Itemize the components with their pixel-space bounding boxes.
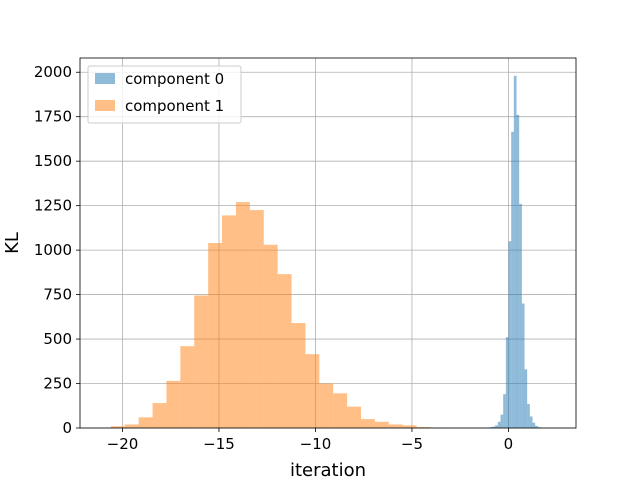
bar-component-1	[291, 323, 306, 428]
bar-component-0	[521, 303, 525, 428]
y-tick-label: 0	[62, 419, 72, 437]
x-axis-ticks: −20 −15 −10 −5 0	[107, 428, 514, 453]
bar-component-0	[537, 427, 541, 428]
bar-component-0	[511, 131, 514, 428]
bar-component-0	[529, 416, 533, 428]
bar-component-0	[535, 425, 538, 428]
bar-component-1	[388, 424, 403, 428]
x-tick-label: −5	[401, 435, 423, 453]
bar-component-0	[524, 369, 528, 428]
bar-component-1	[361, 419, 375, 428]
bar-component-1	[374, 421, 389, 428]
bar-component-1	[124, 424, 139, 428]
bar-component-1	[319, 383, 334, 428]
legend-box	[87, 65, 242, 124]
bar-component-0	[516, 114, 520, 428]
legend-label-component-0: component 0	[125, 70, 224, 88]
y-tick-label: 1750	[34, 108, 72, 126]
y-tick-label: 500	[43, 330, 72, 348]
y-tick-label: 1250	[34, 197, 72, 215]
bar-component-1	[166, 380, 181, 428]
bar-component-1	[347, 406, 362, 428]
bar-component-0	[508, 241, 512, 428]
legend-swatch-component-1	[95, 100, 115, 111]
bar-component-0	[500, 414, 504, 428]
bar-component-1	[152, 403, 167, 428]
bar-component-1	[138, 417, 153, 428]
bar-component-1	[110, 426, 125, 428]
bar-component-1	[333, 393, 348, 428]
bar-component-0	[497, 421, 501, 428]
legend-label-component-1: component 1	[125, 97, 224, 115]
bar-component-0	[519, 203, 522, 428]
bar-component-0	[489, 427, 493, 428]
bar-component-1	[222, 215, 236, 428]
y-tick-label: 250	[43, 375, 72, 393]
legend: component 0 component 1	[87, 65, 242, 124]
y-axis-label: KL	[2, 232, 23, 254]
x-axis-label: iteration	[290, 460, 366, 480]
bar-component-1	[180, 346, 195, 428]
bar-component-1	[263, 244, 278, 428]
bar-component-1	[235, 202, 250, 428]
bar-component-1	[402, 425, 417, 428]
plot-frame	[79, 57, 577, 429]
bar-component-1	[277, 274, 292, 428]
histogram-bars	[110, 75, 541, 429]
x-tick-label: −10	[300, 435, 332, 453]
y-tick-label: 1500	[34, 152, 72, 170]
y-tick-label: 750	[43, 286, 72, 304]
bar-component-0	[503, 394, 506, 428]
y-axis-ticks: 0 250 500 750 1000 1250 1500 1750 2000	[34, 63, 80, 437]
y-tick-label: 1000	[34, 241, 72, 259]
bar-component-0	[492, 426, 496, 428]
bar-component-0	[513, 75, 517, 429]
bar-component-1	[249, 210, 264, 428]
bar-component-0	[532, 422, 536, 428]
bar-component-1	[416, 427, 431, 428]
bar-component-1	[305, 354, 320, 428]
x-tick-label: 0	[504, 435, 514, 453]
bar-component-0	[505, 337, 509, 428]
bar-component-1	[194, 295, 209, 428]
y-tick-label: 2000	[34, 63, 72, 81]
x-tick-label: −15	[203, 435, 235, 453]
x-tick-label: −20	[107, 435, 139, 453]
bar-component-0	[495, 425, 498, 428]
gridlines	[80, 58, 576, 429]
bar-component-1	[208, 243, 223, 428]
legend-swatch-component-0	[95, 73, 115, 84]
bar-component-0	[527, 403, 530, 428]
